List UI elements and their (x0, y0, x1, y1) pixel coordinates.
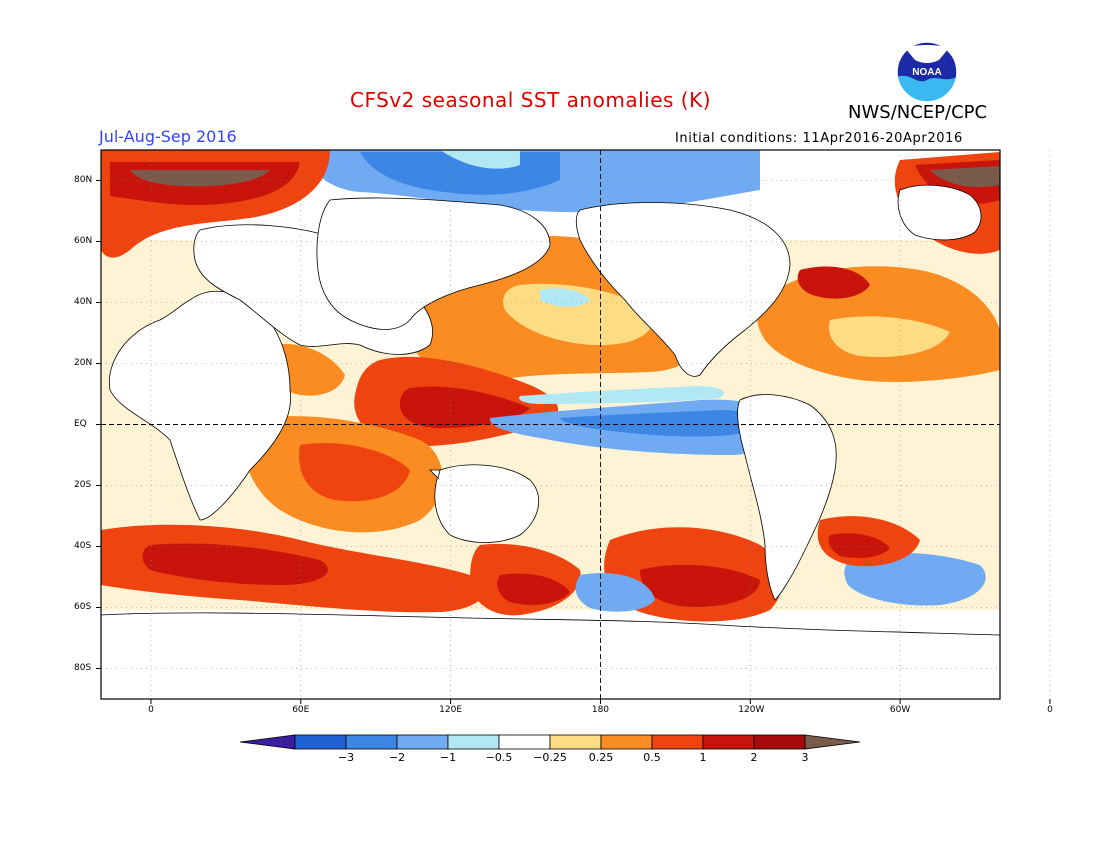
north-atlantic-neutral (828, 316, 950, 357)
colorbar-label: 0.25 (588, 751, 614, 764)
nordic-extreme-left (130, 170, 270, 187)
south-atlantic-hot (828, 533, 890, 558)
latitude-label: 20S (74, 479, 92, 490)
longitude-label: 0 (1047, 705, 1053, 715)
antarctica-landmass (101, 612, 1000, 699)
north-america-landmass (575, 202, 791, 377)
colorbar-segment (447, 734, 500, 750)
colorbar-segment (294, 734, 347, 750)
arctic-cool-patch (440, 150, 520, 169)
africa-landmass (108, 290, 292, 521)
latitude-label: EQ (74, 418, 87, 429)
latitude-label: 40N (74, 296, 93, 307)
colorbar-segment (651, 734, 704, 750)
colorbar-segment (702, 734, 755, 750)
agency-label: NWS/NCEP/CPC (848, 102, 988, 123)
south-pacific-cool-patch (575, 572, 655, 612)
colorbar-segment (498, 734, 551, 750)
longitude-label: 0 (148, 705, 154, 715)
logo-text: NOAA (912, 67, 941, 78)
latitude-label: 60S (74, 601, 92, 612)
colorbar-segment (396, 734, 449, 750)
australia-landmass (434, 464, 539, 543)
north-pacific-cool-spot (540, 288, 590, 307)
map-grid (96, 150, 1051, 704)
longitude-label: 180 (591, 705, 610, 715)
asia-north-landmass (316, 197, 551, 330)
longitude-label: 120E (439, 705, 463, 715)
colorbar-arrow-high (804, 734, 861, 750)
equatorial-cold-core (560, 410, 761, 437)
anomaly-field (101, 150, 1000, 699)
colorbar-segment (753, 734, 806, 750)
colorbar-label: 1 (699, 751, 707, 764)
colorbar-label: −0.5 (485, 751, 513, 764)
new-guinea-landmass (429, 469, 441, 479)
colorbar-segment (600, 734, 653, 750)
latitude-label: 20N (74, 357, 93, 368)
colorbar-label: −1 (439, 751, 457, 764)
south-pacific-hot (640, 564, 760, 607)
nordic-extreme-right (930, 166, 1000, 188)
latitude-label: 40S (74, 540, 92, 551)
colorbar-arrow-low (239, 734, 296, 750)
colorbar-label: 3 (801, 751, 809, 764)
greenland-landmass (897, 184, 982, 241)
colorbar-label: 2 (750, 751, 758, 764)
colorbar-label: −0.25 (533, 751, 567, 764)
latitude-label: 60N (74, 235, 93, 246)
colorbar-segment (345, 734, 398, 750)
colorbar-label: −3 (337, 751, 355, 764)
chart-title: CFSv2 seasonal SST anomalies (K) (350, 88, 711, 112)
colorbar-segment (549, 734, 602, 750)
equatorial-cool-fringe (519, 386, 724, 404)
colorbar (239, 734, 861, 750)
latitude-label: 80S (74, 662, 92, 673)
indian-ocean-warm-core (299, 442, 410, 502)
map-frame (100, 149, 1001, 700)
tasman-hot (497, 573, 570, 605)
forecast-period: Jul-Aug-Sep 2016 (99, 127, 237, 146)
latitude-label: 80N (74, 174, 93, 185)
south-america-landmass (737, 394, 837, 601)
noaa-logo: NOAA (896, 41, 958, 103)
land (101, 184, 1000, 699)
initial-conditions: Initial conditions: 11Apr2016-20Apr2016 (675, 131, 963, 146)
longitude-label: 120W (738, 705, 765, 715)
southern-indian-hot (142, 543, 328, 585)
south-atlantic-cool-patch (844, 552, 986, 606)
longitude-label: 60E (292, 705, 310, 715)
north-atlantic-hot (797, 266, 870, 299)
longitude-label: 60W (889, 705, 911, 715)
colorbar-label: −2 (388, 751, 406, 764)
colorbar-label: 0.5 (643, 751, 661, 764)
